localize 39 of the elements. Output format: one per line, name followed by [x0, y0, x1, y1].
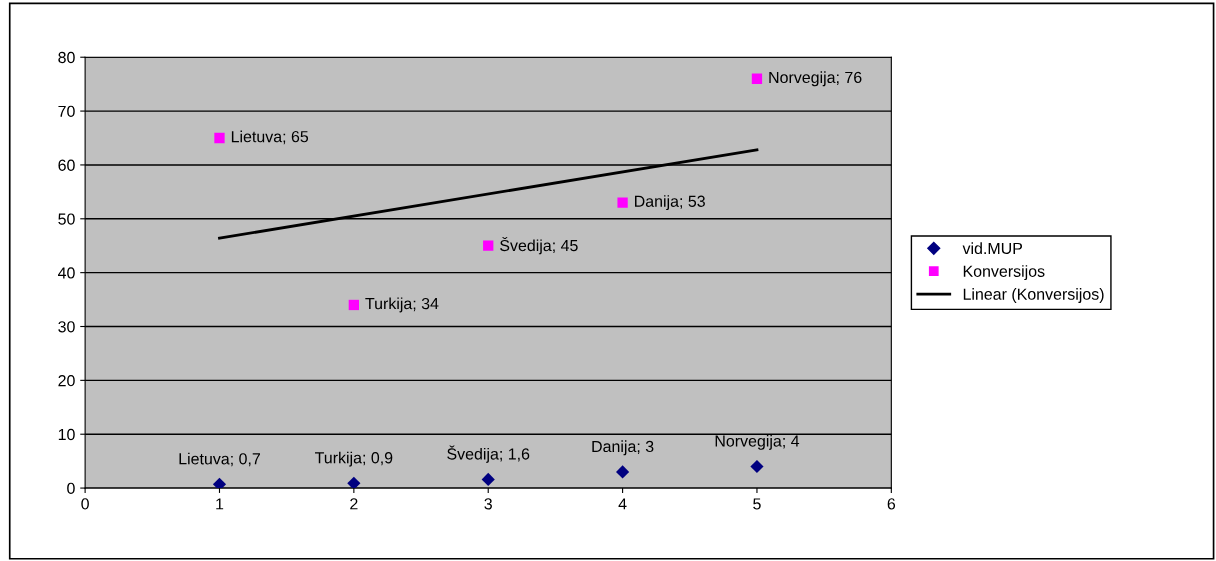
legend-label: Konversijos: [963, 265, 1045, 281]
data-label: Norvegija; 4: [715, 434, 800, 450]
point: [616, 465, 630, 479]
point: [617, 197, 628, 208]
y-tick-label: 10: [58, 428, 75, 441]
point: [751, 73, 763, 84]
data-label: Turkija; 34: [365, 297, 439, 313]
point: [348, 299, 360, 311]
y-tick-label: 50: [58, 213, 75, 225]
data-label: Danija; 3: [592, 440, 654, 456]
y-tick-label: 60: [58, 159, 75, 171]
x-tick-label: 1: [216, 498, 224, 510]
point: [483, 240, 494, 251]
legend-label: Linear (Konversijos): [963, 288, 1104, 303]
x-tick-label: 2: [350, 498, 358, 510]
point: [212, 477, 227, 489]
y-tick-label: 20: [58, 374, 75, 387]
data-label: Danija; 53: [635, 195, 705, 211]
data-label: Lietuva; 0,7: [179, 452, 260, 467]
y-tick-label: 70: [58, 105, 75, 118]
y-tick-label: 40: [58, 267, 75, 279]
point: [214, 132, 225, 144]
point: [347, 476, 361, 489]
y-tick-label: 80: [58, 51, 75, 64]
data-label: Švedija; 45: [500, 237, 578, 255]
data-label: Lietuva; 65: [231, 130, 309, 145]
x-tick-label: 6: [887, 498, 896, 510]
x-tick-label: 3: [484, 498, 492, 510]
x-tick-label: 0: [81, 498, 89, 510]
y-tick-label: 30: [58, 321, 75, 333]
x-tick-label: 4: [618, 498, 627, 510]
data-label: Švedija; 1,6: [447, 445, 530, 463]
point: [481, 472, 495, 487]
data-label: Norvegija; 76: [769, 71, 862, 87]
x-tick-label: 5: [753, 498, 761, 510]
data-label: Turkija; 0,9: [315, 451, 393, 467]
point: [750, 459, 764, 474]
legend-label: vid.MUP: [962, 242, 1023, 255]
y-tick-label: 0: [67, 482, 75, 495]
